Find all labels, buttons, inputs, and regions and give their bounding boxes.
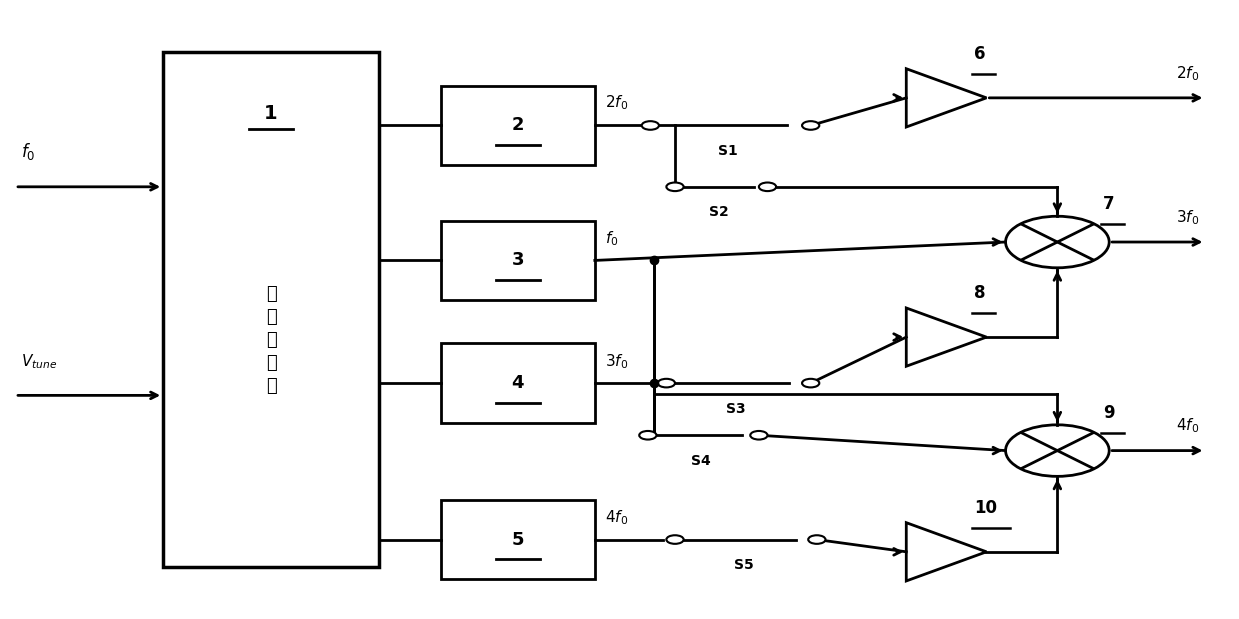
Text: 7: 7 [1103, 195, 1115, 213]
Bar [441, 220, 595, 300]
Text: 5: 5 [512, 530, 524, 548]
Text: 6: 6 [974, 45, 985, 63]
Circle shape [751, 431, 767, 439]
Text: S1: S1 [719, 144, 738, 158]
Bar [441, 344, 595, 423]
Text: $4f_0$: $4f_0$ [1176, 417, 1199, 435]
Text: S4: S4 [691, 454, 711, 468]
Circle shape [802, 379, 819, 387]
Text: 9: 9 [1103, 404, 1115, 422]
Text: $f_0$: $f_0$ [605, 230, 618, 248]
Circle shape [642, 121, 659, 130]
Text: 3: 3 [512, 251, 524, 269]
Bar [164, 52, 379, 567]
Bar [441, 500, 595, 579]
Circle shape [658, 379, 675, 387]
Text: $3f_0$: $3f_0$ [1176, 208, 1199, 227]
Circle shape [667, 183, 684, 191]
Text: $3f_0$: $3f_0$ [605, 352, 628, 371]
Circle shape [758, 183, 776, 191]
Text: 谐
波
产
生
器: 谐 波 产 生 器 [265, 285, 276, 395]
Text: 1: 1 [264, 104, 278, 123]
Circle shape [667, 535, 684, 544]
Bar [441, 85, 595, 165]
Circle shape [808, 535, 825, 544]
Circle shape [802, 121, 819, 130]
Text: $2f_0$: $2f_0$ [605, 93, 628, 112]
Text: 2: 2 [512, 116, 524, 134]
Text: 4: 4 [512, 374, 524, 392]
Text: S3: S3 [726, 402, 746, 415]
Text: $V_{tune}$: $V_{tune}$ [21, 352, 57, 371]
Text: 10: 10 [974, 498, 997, 516]
Text: $4f_0$: $4f_0$ [605, 509, 628, 527]
Text: $f_0$: $f_0$ [21, 141, 36, 162]
Text: 8: 8 [974, 284, 985, 302]
Text: S2: S2 [709, 206, 729, 219]
Text: $2f_0$: $2f_0$ [1176, 64, 1199, 82]
Text: S5: S5 [733, 558, 753, 572]
Circle shape [639, 431, 657, 439]
